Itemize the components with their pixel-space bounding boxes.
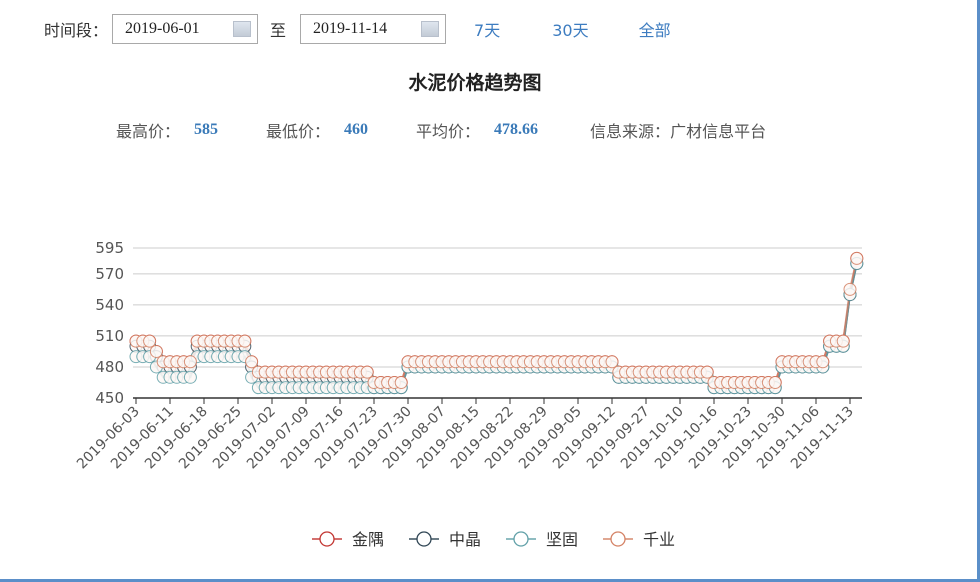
data-point — [394, 375, 408, 389]
calendar-icon[interactable] — [233, 21, 252, 37]
legend-item-label[interactable]: 中晶 — [449, 530, 481, 549]
y-tick-label: 570 — [95, 265, 124, 283]
data-point — [816, 355, 830, 369]
avg-price-label: 平均价： — [416, 122, 481, 141]
data-point — [143, 334, 157, 348]
range-7-days-link[interactable]: 7天 — [474, 21, 501, 40]
data-point — [843, 282, 857, 296]
date-range-toolbar: 时间段： 2019-06-01 至 2019-11-14 7天 30天 全部 — [44, 12, 671, 46]
to-label: 至 — [270, 21, 287, 40]
min-price-value: 460 — [344, 121, 369, 138]
data-point — [836, 334, 850, 348]
legend-marker-icon — [513, 531, 529, 547]
legend-item-label[interactable]: 千业 — [643, 530, 675, 549]
max-price-value: 585 — [194, 121, 219, 138]
max-price-label: 最高价： — [116, 122, 181, 141]
end-date-input[interactable]: 2019-11-14 — [300, 14, 447, 44]
data-point — [360, 365, 374, 379]
start-date-input[interactable]: 2019-06-01 — [112, 14, 259, 44]
legend-marker-icon — [610, 531, 626, 547]
price-stats: 最高价： 585 最低价： 460 平均价： 478.66 信息来源： 广材信息… — [116, 118, 766, 142]
legend-marker-icon — [319, 531, 335, 547]
y-tick-label: 480 — [95, 358, 124, 376]
calendar-icon[interactable] — [421, 21, 440, 37]
start-date-value: 2019-06-01 — [125, 20, 200, 37]
y-tick-label: 540 — [95, 296, 124, 314]
data-point — [700, 365, 714, 379]
data-point — [245, 355, 259, 369]
range-30-days-link[interactable]: 30天 — [552, 21, 589, 40]
window-border-right — [977, 0, 980, 582]
chart-title: 水泥价格趋势图 — [408, 72, 542, 94]
range-all-link[interactable]: 全部 — [638, 21, 671, 40]
period-label: 时间段： — [44, 21, 109, 40]
legend-marker-icon — [416, 531, 432, 547]
min-price-label: 最低价： — [266, 122, 331, 141]
legend-item-label[interactable]: 金隅 — [352, 530, 384, 549]
end-date-value: 2019-11-14 — [313, 20, 388, 37]
data-point — [768, 375, 782, 389]
legend-item-label[interactable]: 坚固 — [546, 530, 578, 549]
y-tick-label: 450 — [95, 389, 124, 407]
data-point — [238, 334, 252, 348]
data-point — [850, 251, 864, 265]
window-border-bottom — [0, 579, 980, 582]
source-value: 广材信息平台 — [670, 122, 767, 141]
data-point — [605, 355, 619, 369]
avg-price-value: 478.66 — [494, 121, 539, 138]
y-tick-label: 595 — [95, 239, 124, 257]
source-label: 信息来源： — [590, 122, 671, 141]
y-tick-label: 510 — [95, 327, 124, 345]
data-point — [183, 355, 197, 369]
data-point — [149, 344, 163, 358]
data-point — [183, 370, 197, 384]
